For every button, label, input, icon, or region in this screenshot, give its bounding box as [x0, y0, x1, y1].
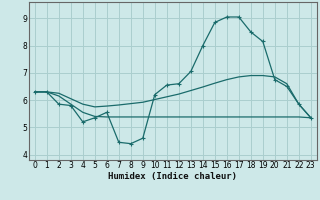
X-axis label: Humidex (Indice chaleur): Humidex (Indice chaleur) — [108, 172, 237, 181]
